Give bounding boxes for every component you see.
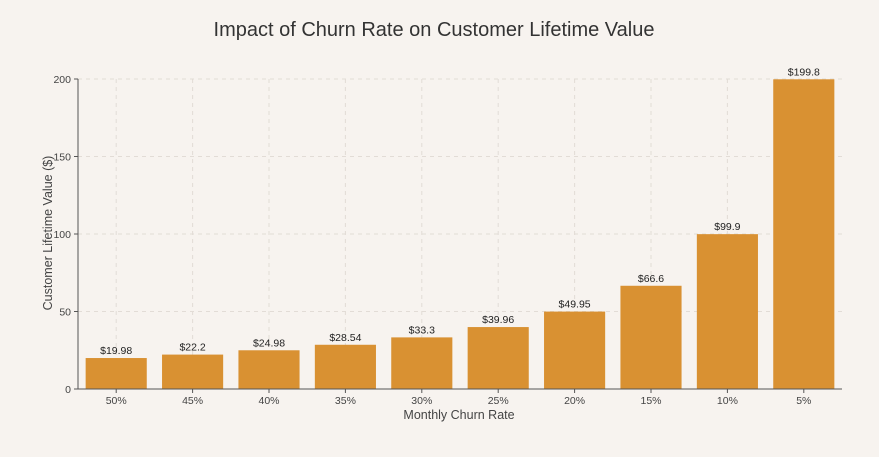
bar-value-label: $199.8 <box>788 66 820 78</box>
x-tick-label: 10% <box>717 395 738 407</box>
bar-value-label: $28.54 <box>329 332 361 344</box>
bar-45-percent <box>162 354 224 389</box>
x-tick-label: 25% <box>488 395 509 407</box>
x-tick-label: 50% <box>106 395 127 407</box>
bar-5-percent <box>773 79 835 389</box>
x-tick-label: 30% <box>411 395 432 407</box>
bar-35-percent <box>314 344 376 389</box>
bar-25-percent <box>467 327 529 389</box>
x-tick-label: 35% <box>335 395 356 407</box>
bar-value-label: $33.3 <box>409 324 435 336</box>
bar-value-label: $49.95 <box>559 299 591 311</box>
chart-title: Impact of Churn Rate on Customer Lifetim… <box>214 19 655 41</box>
bar-value-label: $19.98 <box>100 345 132 357</box>
x-tick-label: 20% <box>564 395 585 407</box>
y-tick-label: 150 <box>53 152 71 164</box>
y-tick-label: 100 <box>53 229 71 241</box>
bar-value-label: $39.96 <box>482 314 514 326</box>
bar-10-percent <box>696 234 758 389</box>
bar-value-label: $99.9 <box>714 221 740 233</box>
bar-15-percent <box>620 285 682 389</box>
x-axis-label: Monthly Churn Rate <box>403 408 514 422</box>
x-tick-label: 45% <box>182 395 203 407</box>
y-tick-label: 200 <box>53 74 71 86</box>
y-tick-label: 50 <box>59 307 71 319</box>
bar-20-percent <box>544 311 606 389</box>
bar-value-label: $22.2 <box>179 342 205 354</box>
x-tick-label: 5% <box>796 395 811 407</box>
bars: $19.98 $22.2 $24.98 $28.54 $33.3 $39.96 $49.95… <box>85 66 835 389</box>
axes: 50% 45% 40% 35% 30% 25% 20% 15% 10% 5% 0 50 100 150 20… <box>53 74 842 407</box>
bar-value-label: $24.98 <box>253 337 285 349</box>
bar-50-percent <box>85 358 147 389</box>
bar-40-percent <box>238 350 300 389</box>
x-tick-label: 40% <box>258 395 279 407</box>
bar-30-percent <box>391 337 453 389</box>
y-tick-label: 0 <box>65 384 71 396</box>
x-tick-label: 15% <box>640 395 661 407</box>
bar-value-label: $66.6 <box>638 273 664 285</box>
y-axis-label: Customer Lifetime Value ($) <box>41 156 55 311</box>
